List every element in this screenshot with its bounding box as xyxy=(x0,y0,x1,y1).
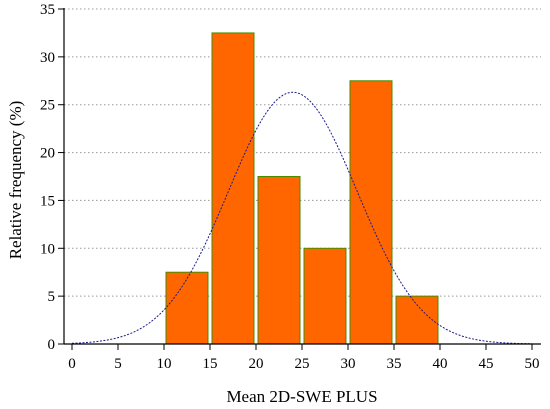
x-tick-label: 20 xyxy=(249,356,264,372)
y-tick-label: 5 xyxy=(48,289,56,305)
normal-curve-group xyxy=(71,91,533,345)
x-tick-label: 30 xyxy=(341,356,356,372)
x-tick-label: 35 xyxy=(387,356,402,372)
histogram-bars xyxy=(165,32,439,345)
x-tick-label: 15 xyxy=(203,356,218,372)
histogram-bar xyxy=(303,247,347,345)
y-tick-labels: 0 5 10 15 20 25 30 35 xyxy=(40,2,55,353)
x-tick-label: 50 xyxy=(525,356,540,372)
x-tick-label: 5 xyxy=(114,356,122,372)
y-tick-label: 30 xyxy=(40,50,55,66)
histogram-bar xyxy=(257,176,301,345)
y-axis-title: Relative frequency (%) xyxy=(6,101,25,260)
x-tick-label: 40 xyxy=(433,356,448,372)
x-axis-title: Mean 2D-SWE PLUS xyxy=(226,387,377,406)
histogram-bar xyxy=(165,271,209,345)
grid-lines xyxy=(64,8,541,297)
histogram-bar xyxy=(349,80,393,345)
x-tick-label: 0 xyxy=(68,356,76,372)
y-tick-label: 25 xyxy=(40,98,55,114)
y-tick-label: 35 xyxy=(40,2,55,18)
x-tick-labels: 0 5 10 15 20 25 30 35 40 45 50 xyxy=(68,356,539,372)
y-tick-label: 10 xyxy=(40,241,55,257)
x-tick-label: 45 xyxy=(479,356,494,372)
axes xyxy=(58,8,541,350)
x-tick-label: 25 xyxy=(295,356,310,372)
y-tick-label: 15 xyxy=(40,193,55,209)
normal-curve xyxy=(71,91,533,345)
y-tick-label: 0 xyxy=(48,337,56,353)
histogram-bar xyxy=(395,295,439,345)
histogram-bar xyxy=(211,32,255,345)
y-tick-label: 20 xyxy=(40,146,55,162)
x-tick-label: 10 xyxy=(157,356,172,372)
